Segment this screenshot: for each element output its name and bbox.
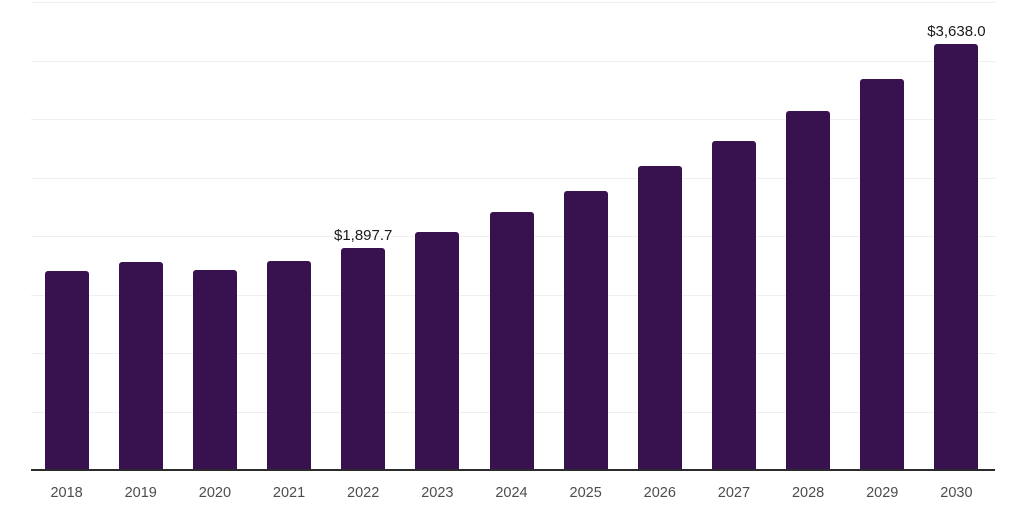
x-axis-label-2021: 2021 bbox=[272, 485, 306, 501]
x-axis-label-2022: 2022 bbox=[347, 485, 380, 501]
bar-2022 bbox=[341, 247, 386, 470]
bar-2027 bbox=[711, 140, 756, 470]
bar-2018 bbox=[44, 271, 89, 470]
x-axis-label-2026: 2026 bbox=[643, 485, 676, 501]
data-label-2022: $1,897.7 bbox=[333, 226, 393, 244]
bar-2019 bbox=[118, 262, 163, 470]
x-axis-label-2020: 2020 bbox=[198, 485, 232, 501]
x-axis-label-2018: 2018 bbox=[50, 485, 83, 501]
gridline bbox=[31, 177, 995, 179]
x-axis-label-2025: 2025 bbox=[569, 485, 602, 501]
x-axis-line bbox=[31, 469, 995, 471]
x-axis-label-2023: 2023 bbox=[421, 485, 454, 501]
x-axis-label-2028: 2028 bbox=[791, 485, 825, 501]
bar-2026 bbox=[637, 166, 682, 470]
x-axis-label-2030: 2030 bbox=[940, 485, 973, 501]
data-label-2030: $3,638.0 bbox=[927, 23, 986, 41]
gridline bbox=[31, 2, 995, 3]
bar-2028 bbox=[786, 111, 831, 470]
gridline bbox=[31, 60, 995, 62]
bar-2030 bbox=[934, 44, 979, 470]
bar-2023 bbox=[415, 232, 460, 470]
bar-2029 bbox=[860, 79, 905, 470]
bar-2020 bbox=[192, 269, 237, 470]
gridline bbox=[31, 119, 995, 120]
bar-2021 bbox=[267, 260, 312, 470]
bar-2024 bbox=[489, 212, 534, 470]
x-axis-label-2024: 2024 bbox=[495, 485, 528, 501]
x-axis-label-2029: 2029 bbox=[866, 485, 899, 501]
bar-2025 bbox=[563, 190, 608, 470]
x-axis-label-2027: 2027 bbox=[717, 485, 751, 501]
x-axis-label-2019: 2019 bbox=[124, 485, 157, 501]
